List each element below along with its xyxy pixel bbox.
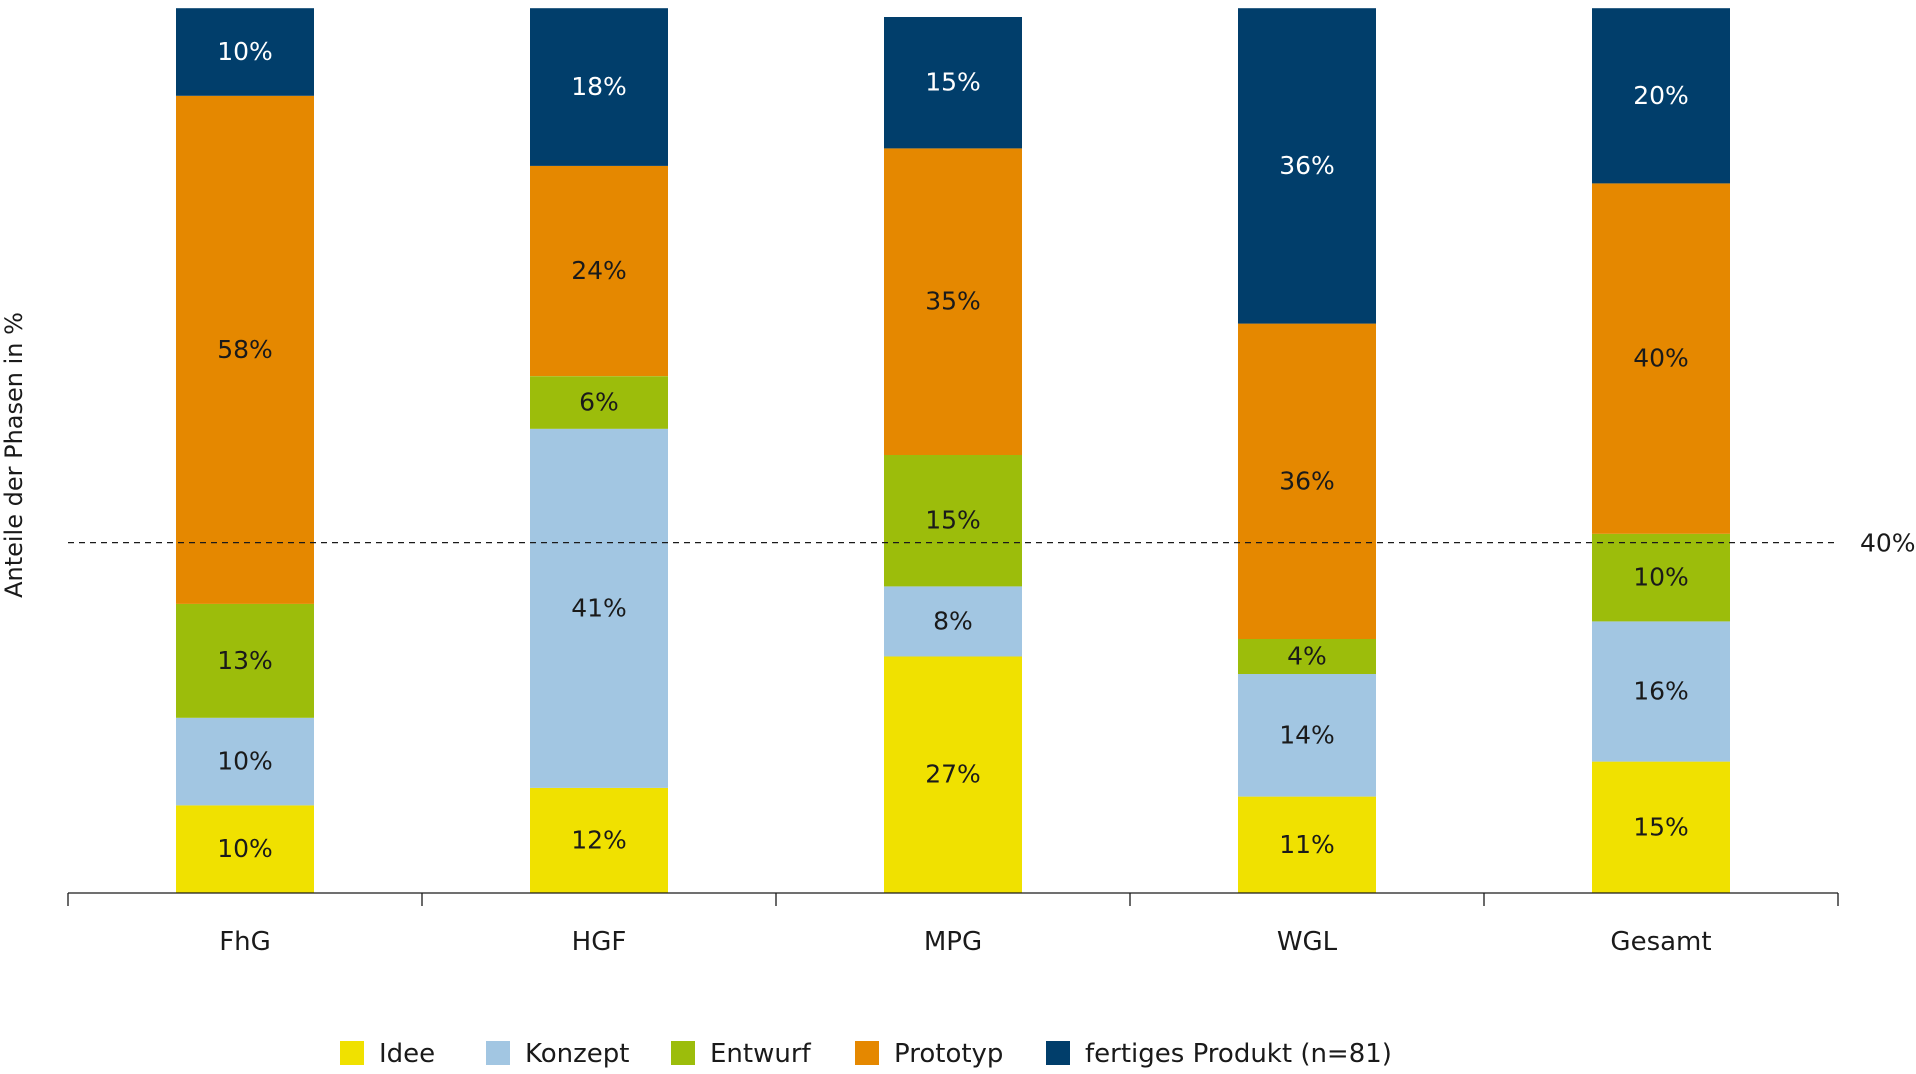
data-label-fhg-konzept: 10%: [217, 747, 273, 776]
data-label-gesamt-entwurf: 10%: [1633, 563, 1689, 592]
bar-wgl-konzept: [1238, 674, 1376, 797]
bar-wgl-idee: [1238, 796, 1376, 893]
bar-fhg-prototyp: [176, 95, 314, 604]
data-label-fhg-entwurf: 13%: [217, 646, 273, 675]
data-label-mpg-konzept: 8%: [933, 606, 973, 635]
bar-mpg-prototyp: [884, 148, 1022, 455]
bar-hgf-entwurf: [530, 376, 668, 429]
bar-mpg-fertiges: [884, 17, 1022, 149]
data-label-fhg-fertiges: 10%: [217, 37, 273, 66]
legend-swatch-prototyp: [855, 1041, 879, 1065]
data-label-mpg-prototyp: 35%: [925, 287, 981, 316]
bar-hgf-prototyp: [530, 165, 668, 377]
legend-swatch-entwurf: [671, 1041, 695, 1065]
legend-label-entwurf: Entwurf: [710, 1039, 812, 1069]
data-label-hgf-idee: 12%: [571, 825, 627, 854]
x-tick-label-hgf: HGF: [572, 927, 627, 957]
bar-gesamt-entwurf: [1592, 533, 1730, 622]
bar-fhg-entwurf: [176, 603, 314, 718]
bar-mpg-entwurf: [884, 455, 1022, 587]
data-label-gesamt-prototyp: 40%: [1633, 344, 1689, 373]
legend-label-idee: Idee: [379, 1039, 435, 1069]
x-tick-label-wgl: WGL: [1277, 927, 1338, 957]
x-tick-label-mpg: MPG: [924, 927, 982, 957]
data-label-fhg-idee: 10%: [217, 834, 273, 863]
data-label-wgl-idee: 11%: [1279, 830, 1335, 859]
data-label-gesamt-idee: 15%: [1633, 812, 1689, 841]
data-label-fhg-prototyp: 58%: [217, 335, 273, 364]
legend-label-prototyp: Prototyp: [894, 1039, 1003, 1069]
data-label-wgl-konzept: 14%: [1279, 720, 1335, 749]
data-label-hgf-prototyp: 24%: [571, 256, 627, 285]
bar-hgf-idee: [530, 787, 668, 893]
data-label-gesamt-konzept: 16%: [1633, 677, 1689, 706]
data-label-mpg-idee: 27%: [925, 760, 981, 789]
bar-hgf-konzept: [530, 428, 668, 788]
bar-gesamt-prototyp: [1592, 183, 1730, 534]
bar-gesamt-konzept: [1592, 621, 1730, 762]
data-label-wgl-fertiges: 36%: [1279, 151, 1335, 180]
bar-fhg-fertiges: [176, 8, 314, 96]
data-label-wgl-entwurf: 4%: [1287, 642, 1327, 671]
bar-wgl-fertiges: [1238, 8, 1376, 324]
bar-fhg-idee: [176, 805, 314, 893]
data-label-mpg-fertiges: 15%: [925, 68, 981, 97]
bar-mpg-idee: [884, 656, 1022, 893]
legend-swatch-idee: [340, 1041, 364, 1065]
data-label-hgf-fertiges: 18%: [571, 72, 627, 101]
bar-fhg-konzept: [176, 717, 314, 806]
data-label-wgl-prototyp: 36%: [1279, 466, 1335, 495]
data-label-gesamt-fertiges: 20%: [1633, 81, 1689, 110]
legend-label-fertiges: fertiges Produkt (n=81): [1085, 1039, 1392, 1069]
reference-line-label: 40%: [1860, 529, 1916, 558]
bar-hgf-fertiges: [530, 8, 668, 166]
bar-wgl-prototyp: [1238, 323, 1376, 639]
data-label-hgf-entwurf: 6%: [579, 387, 619, 416]
legend-swatch-fertiges: [1046, 1041, 1070, 1065]
x-tick-label-fhg: FhG: [219, 927, 271, 957]
bar-gesamt-fertiges: [1592, 8, 1730, 184]
x-tick-label-gesamt: Gesamt: [1610, 927, 1711, 957]
bar-mpg-konzept: [884, 586, 1022, 657]
bar-wgl-entwurf: [1238, 639, 1376, 674]
legend-label-konzept: Konzept: [525, 1039, 629, 1069]
legend-swatch-konzept: [486, 1041, 510, 1065]
y-axis-label: Anteile der Phasen in %: [0, 312, 28, 598]
data-label-hgf-konzept: 41%: [571, 593, 627, 622]
data-label-mpg-entwurf: 15%: [925, 506, 981, 535]
bar-gesamt-idee: [1592, 761, 1730, 893]
